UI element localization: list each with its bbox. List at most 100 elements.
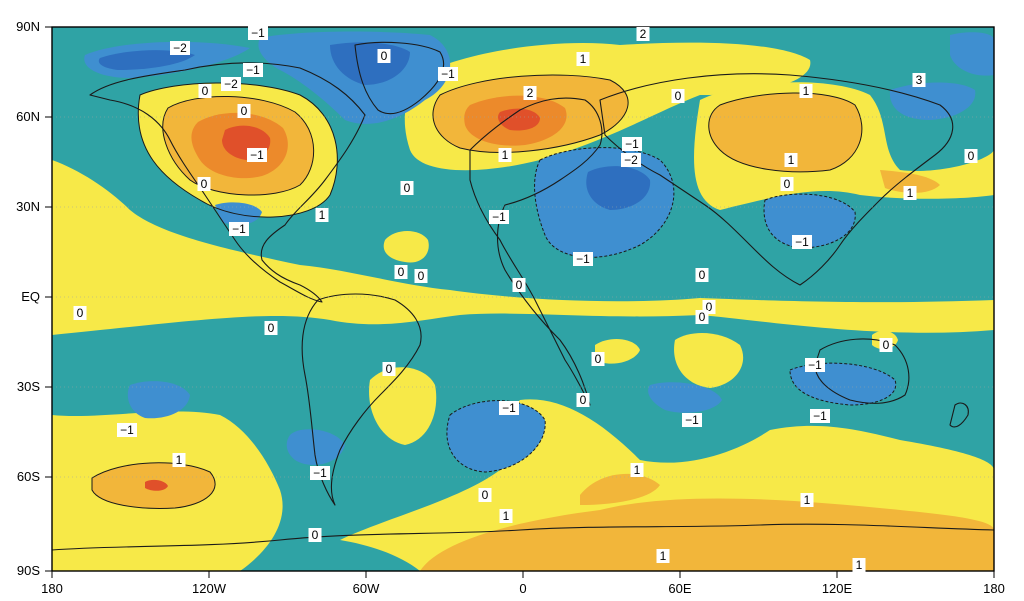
contour-label-text: 0 [784, 177, 791, 191]
contour-label-box [964, 149, 978, 163]
contour-label-text: −1 [441, 67, 455, 81]
contour-label-text: −1 [813, 409, 827, 423]
contour-label-box [512, 278, 526, 292]
lat-label: 90S [17, 563, 40, 578]
lon-label: 0 [519, 581, 526, 596]
lon-label: 120E [822, 581, 853, 596]
coastline-north-america [89, 62, 366, 303]
contour-value-label: −1 [489, 210, 509, 224]
contour-value-label: 1 [799, 84, 813, 98]
contour-label-box [576, 393, 590, 407]
coastline-asia [599, 73, 954, 286]
contour-label-text: −1 [232, 222, 246, 236]
contour-region [580, 473, 660, 505]
contour-value-label: 1 [630, 463, 644, 477]
contour-label-box [197, 177, 211, 191]
contour-label-box [247, 148, 267, 162]
contour-value-label: −1 [247, 148, 267, 162]
coastline-south-america [301, 293, 422, 506]
contour-value-label: 0 [478, 488, 492, 502]
contour-value-label: −1 [438, 67, 458, 81]
contour-label-box [656, 549, 670, 563]
contour-region [420, 498, 994, 571]
contour-label-text: −2 [224, 77, 238, 91]
contour-label-box [117, 423, 137, 437]
contour-label-box [879, 338, 893, 352]
contour-label-box [622, 137, 642, 151]
longitude-ticks [51, 571, 995, 578]
lon-label: 180 [983, 581, 1005, 596]
contour-label-box [682, 413, 702, 427]
contour-label-box [800, 493, 814, 507]
contour-value-label: −1 [229, 222, 249, 236]
contour-value-label: 1 [498, 148, 512, 162]
contour-label-text: 1 [503, 509, 510, 523]
contour-label-box [221, 77, 241, 91]
contour-region [889, 82, 976, 120]
contour-label-text: 1 [788, 153, 795, 167]
contour-region [383, 231, 429, 263]
contour-label-text: 0 [201, 177, 208, 191]
contour-value-label: −2 [621, 153, 641, 167]
contour-label-box [243, 63, 263, 77]
contour-value-label: −1 [622, 137, 642, 151]
lon-label: 120W [192, 581, 227, 596]
contour-label-text: 0 [706, 300, 713, 314]
contour-label-text: 0 [699, 268, 706, 282]
contour-label-text: 0 [404, 181, 411, 195]
contour-label-box [478, 488, 492, 502]
contour-value-label: 1 [315, 208, 329, 222]
contour-value-label: −1 [573, 252, 593, 266]
contour-line [432, 74, 629, 153]
contour-region [446, 400, 546, 472]
contour-label-box [172, 453, 186, 467]
contour-label-box [489, 210, 509, 224]
contour-label-box [695, 310, 709, 324]
contour-value-label: 0 [400, 181, 414, 195]
lat-label: 60N [16, 109, 40, 124]
contour-label-text: 1 [319, 208, 326, 222]
contour-value-label: 0 [879, 338, 893, 352]
contour-label-box [810, 409, 830, 423]
contour-label-text: 0 [883, 338, 890, 352]
lat-label: 90N [16, 19, 40, 34]
contour-value-label: 1 [576, 52, 590, 66]
contour-value-label: 1 [499, 509, 513, 523]
reference-lines [52, 116, 994, 478]
contour-label-text: −1 [246, 63, 260, 77]
contour-value-label: −2 [170, 41, 190, 55]
contour-label-box [498, 148, 512, 162]
contour-label-box [315, 208, 329, 222]
contour-label-text: 0 [968, 149, 975, 163]
contour-value-label: −1 [499, 401, 519, 415]
latitude-labels: 90N 60N 30N EQ 30S 60S 90S [16, 19, 40, 578]
contour-region [708, 92, 862, 172]
contour-value-label: −1 [810, 409, 830, 423]
contour-label-text: 0 [398, 265, 405, 279]
contour-value-label: 1 [800, 493, 814, 507]
lon-label: 60E [668, 581, 691, 596]
contour-label-box [198, 84, 212, 98]
contour-label-text: −2 [624, 153, 638, 167]
contour-label-text: 1 [634, 463, 641, 477]
contour-region [215, 202, 262, 225]
coastline-australia [814, 338, 910, 404]
contour-label-box [912, 73, 926, 87]
contour-label-box [573, 252, 593, 266]
contour-label-box [377, 49, 391, 63]
contour-label-text: −1 [250, 148, 264, 162]
contour-line [162, 96, 315, 196]
contour-label-text: −1 [795, 235, 809, 249]
contour-label-text: 0 [675, 89, 682, 103]
contour-value-label: 0 [695, 310, 709, 324]
contour-value-label: −1 [805, 358, 825, 372]
contour-region [98, 50, 195, 70]
contour-line [446, 400, 546, 473]
contour-value-label: 0 [382, 362, 396, 376]
contour-region [52, 160, 994, 335]
contour-line [789, 362, 897, 406]
lon-label: 180 [41, 581, 63, 596]
contour-line [137, 82, 338, 218]
lat-label: EQ [21, 289, 40, 304]
contour-label-text: −1 [502, 401, 516, 415]
